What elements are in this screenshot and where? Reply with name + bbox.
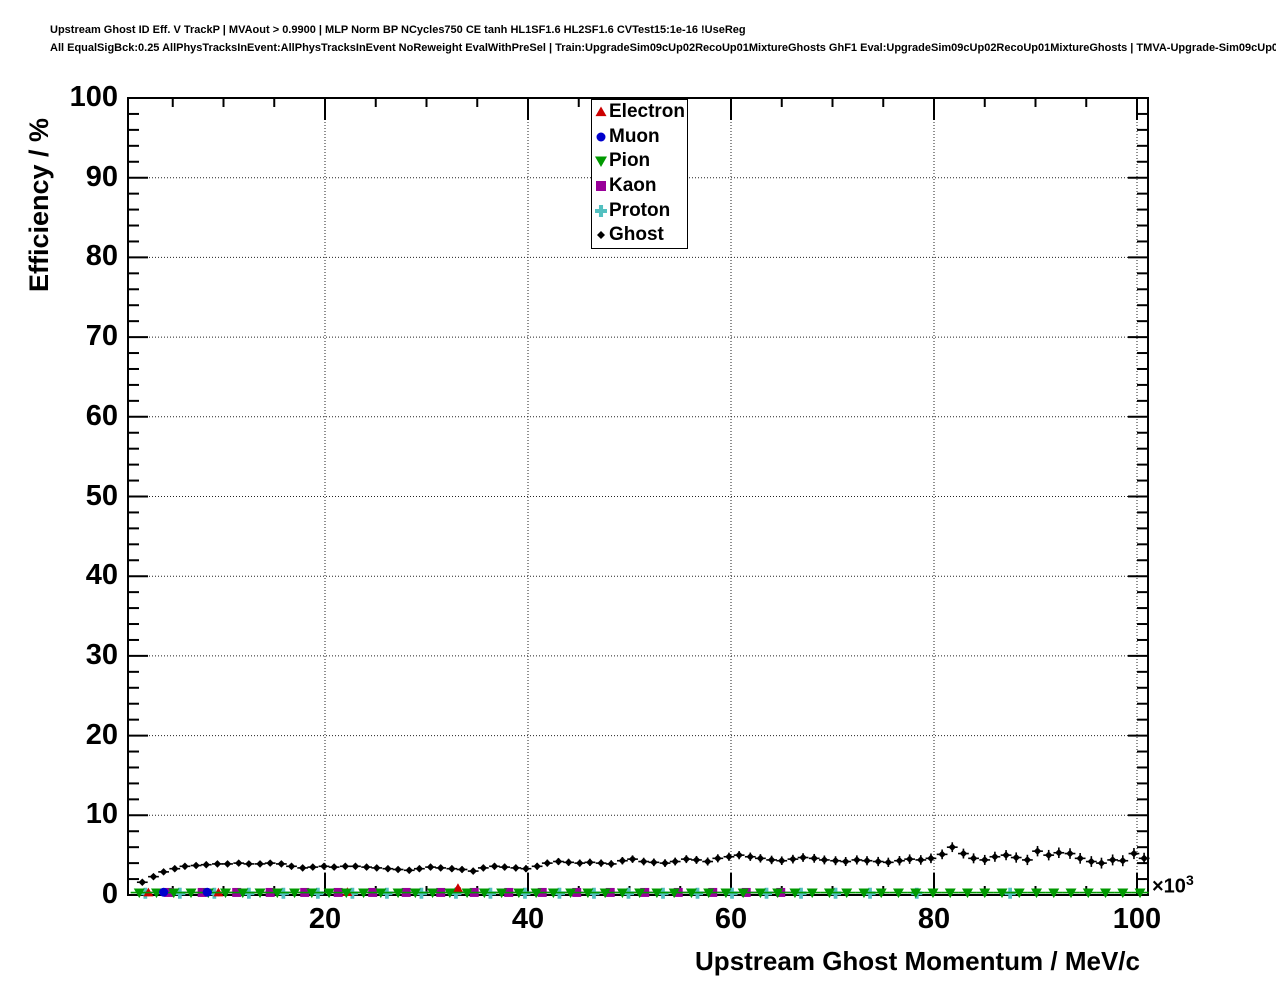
legend-entry-ghost: Ghost xyxy=(592,223,687,248)
x-axis-title: Upstream Ghost Momentum / MeV/c xyxy=(695,946,1140,976)
pion-marker-icon xyxy=(595,156,607,168)
legend-entry-pion: Pion xyxy=(592,149,687,174)
y-tick-label: 100 xyxy=(69,81,118,113)
y-axis-title: Efficiency / % xyxy=(24,117,54,292)
plot-header-line1: Upstream Ghost ID Eff. V TrackP | MVAout… xyxy=(50,24,746,36)
series-pion-points xyxy=(130,888,1149,899)
muon-marker-icon xyxy=(596,132,606,142)
plot-header-line2: All EqualSigBck:0.25 AllPhysTracksInEven… xyxy=(50,42,1276,54)
y-tick-label: 30 xyxy=(85,638,118,671)
legend-entry-electron: Electron xyxy=(592,100,687,125)
ghost-marker-icon xyxy=(597,231,605,240)
series-ghost-points xyxy=(136,842,1150,887)
x-tick-label: 80 xyxy=(917,903,951,935)
legend-label: Muon xyxy=(609,125,660,147)
kaon-marker-icon xyxy=(596,181,606,192)
y-tick-label: 90 xyxy=(85,160,118,193)
y-tick-label: 40 xyxy=(85,559,118,592)
legend-entry-proton: Proton xyxy=(592,198,687,223)
legend-label: Ghost xyxy=(609,224,664,246)
y-tick-label: 80 xyxy=(85,240,118,273)
legend-entry-muon: Muon xyxy=(592,125,687,150)
x-tick-label: 60 xyxy=(714,903,748,935)
legend-entry-kaon: Kaon xyxy=(592,174,687,199)
y-tick-label: 20 xyxy=(85,718,118,751)
x-tick-label: 40 xyxy=(511,903,545,935)
y-tick-label: 50 xyxy=(85,479,118,512)
x-axis-power-label: ×103 xyxy=(1152,872,1194,898)
legend-box: Electron Muon Pion Kaon Proton Ghost xyxy=(591,99,688,249)
legend-label: Kaon xyxy=(609,175,657,197)
series-muon-points xyxy=(159,887,212,897)
legend-label: Proton xyxy=(609,199,671,221)
y-tick-label: 70 xyxy=(85,320,118,353)
proton-marker-icon xyxy=(595,204,607,217)
x-tick-label: 20 xyxy=(308,903,342,935)
x-tick-label: 100 xyxy=(1112,903,1162,935)
legend-label: Electron xyxy=(609,101,686,123)
y-tick-label: 10 xyxy=(85,798,118,831)
y-tick-label: 0 xyxy=(101,878,118,910)
legend-label: Pion xyxy=(609,150,651,172)
electron-marker-icon xyxy=(595,106,607,117)
y-tick-label: 60 xyxy=(85,399,118,432)
